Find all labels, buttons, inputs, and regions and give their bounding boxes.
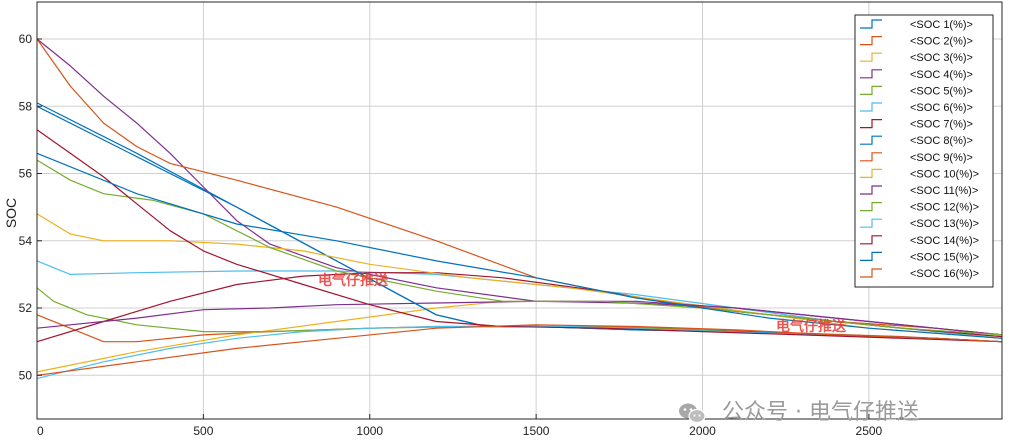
watermark: 公众号 · 电气仔推送 — [679, 400, 919, 425]
legend-label: <SOC 2(%)> — [910, 36, 973, 48]
x-tick-label: 2500 — [856, 424, 883, 438]
y-tick-label: 56 — [19, 167, 33, 181]
series-line-soc-11 — [36, 300, 1003, 336]
legend-item: <SOC 13(%)> — [860, 218, 979, 230]
x-tick-label: 1000 — [356, 424, 383, 438]
series-line-soc-16 — [36, 324, 1003, 376]
legend-item: <SOC 12(%)> — [860, 202, 979, 214]
legend-label: <SOC 15(%)> — [910, 251, 979, 263]
legend-label: <SOC 4(%)> — [910, 69, 973, 81]
legend-swatch — [860, 19, 882, 29]
legend-label: <SOC 14(%)> — [910, 235, 979, 247]
legend-swatch — [860, 85, 882, 96]
legend-swatch — [860, 102, 882, 112]
legend-swatch — [860, 202, 882, 212]
overlay-label-right: 电气仔推送 — [776, 318, 847, 335]
legend-swatch — [860, 52, 882, 62]
legend-label: <SOC 7(%)> — [910, 119, 973, 131]
legend-swatch — [860, 235, 882, 245]
legend-item: <SOC 4(%)> — [860, 69, 973, 81]
legend-label: <SOC 5(%)> — [910, 85, 973, 97]
legend-label: <SOC 12(%)> — [910, 202, 979, 214]
gridlines — [37, 2, 1002, 419]
legend-item: <SOC 9(%)> — [860, 152, 973, 164]
legend-item: <SOC 2(%)> — [860, 36, 973, 48]
series-lines — [36, 38, 1003, 380]
legend: <SOC 1(%)> <SOC 2(%)> <SOC 3(%)> <SOC 4(%)>… — [854, 14, 994, 288]
legend-label: <SOC 13(%)> — [910, 218, 979, 230]
legend-label: <SOC 8(%)> — [910, 135, 973, 147]
plot-frame — [36, 1, 1003, 420]
plot-background — [37, 2, 1002, 419]
y-tick-label: 52 — [19, 301, 33, 315]
x-tick-label: 0 — [37, 424, 44, 438]
x-tick-label: 500 — [193, 424, 213, 438]
y-tick-label: 58 — [19, 99, 33, 113]
legend-item: <SOC 8(%)> — [860, 135, 973, 147]
legend-item: <SOC 14(%)> — [860, 235, 979, 247]
legend-swatch — [860, 168, 882, 178]
y-tick-label: 50 — [19, 368, 33, 382]
y-tick-label: 54 — [19, 234, 33, 248]
series-line-soc-15 — [36, 152, 1003, 339]
overlay-label-mid: 电气仔推送 — [318, 272, 389, 289]
legend-item: <SOC 11(%)> — [860, 185, 978, 197]
axis-ticks: 0 500 1000 1500 2000 2500 50 52 54 56 58 60 — [19, 32, 883, 438]
legend-item: <SOC 16(%)> — [860, 268, 979, 280]
legend-item: <SOC 7(%)> — [860, 119, 973, 131]
y-tick-label: 60 — [19, 32, 33, 46]
legend-swatch — [860, 218, 882, 228]
legend-label: <SOC 3(%)> — [910, 52, 973, 64]
x-tick-label: 2000 — [689, 424, 716, 438]
legend-swatch — [860, 35, 882, 46]
legend-label: <SOC 9(%)> — [910, 152, 973, 164]
watermark-text: 公众号 · 电气仔推送 — [722, 400, 919, 425]
legend-swatch — [860, 135, 882, 145]
legend-label: <SOC 16(%)> — [910, 268, 979, 280]
legend-item: <SOC 15(%)> — [860, 251, 979, 263]
legend-item: <SOC 1(%)> — [860, 19, 973, 31]
x-tick-label: 1500 — [523, 424, 550, 438]
legend-item: <SOC 5(%)> — [860, 85, 973, 97]
legend-label: <SOC 10(%)> — [910, 168, 979, 180]
legend-swatch — [860, 251, 882, 261]
legend-item: <SOC 3(%)> — [860, 52, 973, 64]
wechat-icon — [679, 403, 706, 424]
legend-label: <SOC 6(%)> — [910, 102, 973, 114]
legend-swatch — [860, 118, 882, 129]
legend-swatch — [860, 185, 882, 195]
legend-swatch — [860, 69, 882, 79]
legend-swatch — [860, 152, 882, 162]
series-line-soc-12 — [36, 159, 1003, 336]
legend-items: <SOC 1(%)> <SOC 2(%)> <SOC 3(%)> <SOC 4(%)>… — [860, 19, 979, 280]
legend-label: <SOC 11(%)> — [910, 185, 978, 197]
legend-label: <SOC 1(%)> — [910, 19, 973, 31]
legend-swatch — [860, 268, 882, 278]
legend-item: <SOC 6(%)> — [860, 102, 973, 114]
legend-item: <SOC 10(%)> — [860, 168, 979, 180]
legend-box — [854, 14, 994, 288]
series-line-soc-13 — [36, 325, 1003, 380]
y-axis-title: SOC — [3, 198, 19, 228]
series-line-soc-14 — [36, 129, 1003, 343]
